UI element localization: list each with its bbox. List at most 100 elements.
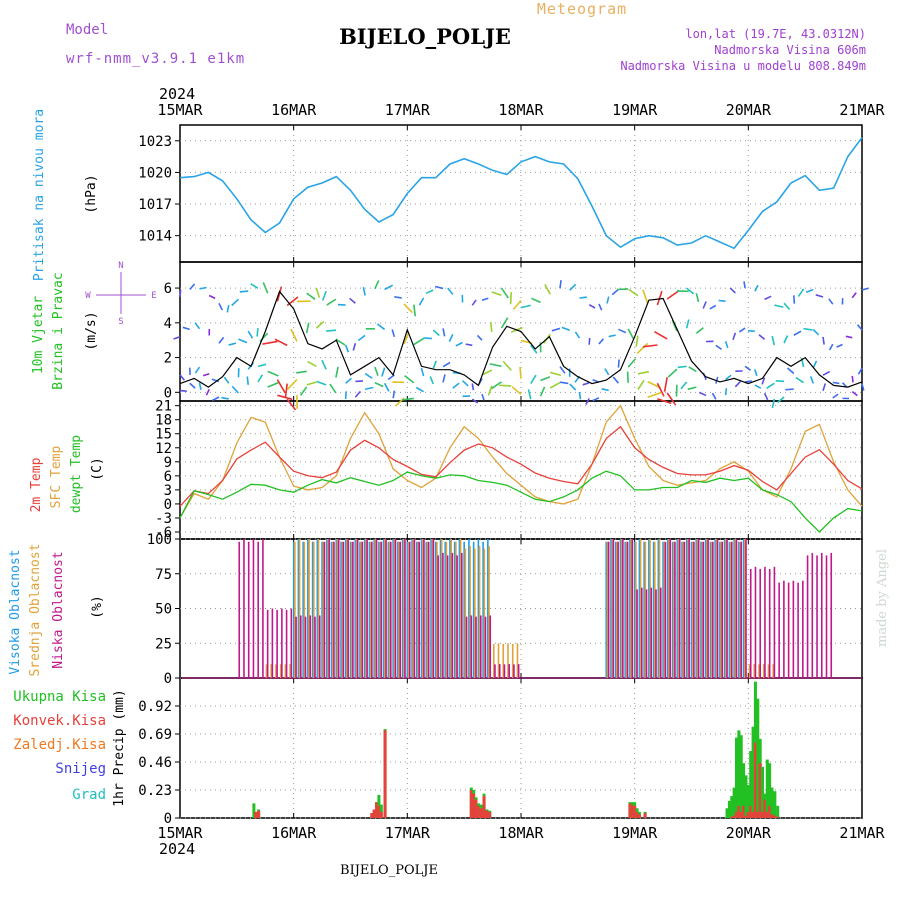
wind-vector [724, 340, 729, 349]
wind-vector [415, 386, 424, 393]
y-tick-label: 2 [164, 351, 172, 367]
wind-vector [738, 327, 746, 333]
top-date-label: 21MAR [839, 101, 885, 119]
wind-vector [688, 366, 697, 373]
wind-vector [354, 390, 361, 398]
wind-label-2: Brzina i Pravac [51, 272, 66, 389]
wind-vector [695, 327, 704, 334]
precip-convective-bar [765, 811, 769, 818]
wind-speed-line [179, 290, 863, 388]
precip-total-bar [756, 698, 760, 818]
wind-vector [687, 386, 697, 391]
wind-vector [578, 391, 582, 400]
top-date-label: 17MAR [385, 101, 431, 119]
wind-vector [559, 366, 566, 374]
precip-convective-bar [758, 763, 762, 818]
wind-vector [198, 382, 202, 390]
precip-convective-bar [633, 805, 637, 818]
top-date-label: 18MAR [498, 101, 544, 119]
wind-vector [299, 386, 308, 396]
pressure-unit: (hPa) [84, 174, 99, 213]
wind-vector [447, 287, 454, 295]
precip-convective-bar [739, 811, 743, 818]
wind-vector [276, 379, 286, 394]
wind-vector [561, 326, 570, 331]
precip-convective-bar [749, 805, 753, 818]
wind-vector [205, 389, 210, 396]
wind-vector [429, 376, 435, 385]
wind-vector [698, 391, 707, 397]
wind-vector [487, 385, 493, 396]
cloud-label-3: Niska Oblacnost [51, 551, 66, 668]
wind-vector [832, 381, 840, 385]
precip-convective-bar [485, 810, 489, 818]
wind-vector [795, 376, 804, 384]
wind-vector [851, 375, 854, 383]
top-date-label: 15MAR [157, 101, 203, 119]
wind-vector [774, 304, 784, 308]
wind-vector [734, 380, 741, 388]
wind-vector [290, 328, 298, 342]
y-tick-label: 12 [155, 441, 172, 457]
wind-vector [471, 398, 479, 404]
wind-vector [231, 298, 240, 307]
wind-vector [471, 383, 475, 391]
wind-vector [579, 296, 587, 299]
wind-vector [637, 379, 645, 390]
wind-vector [783, 302, 791, 311]
wind-vector [764, 295, 772, 301]
precip-total-bar [770, 787, 774, 818]
wind-vector [642, 344, 658, 348]
wind-vector [718, 299, 726, 303]
precip-total-bar [751, 726, 755, 818]
y-tick-label: 0.46 [138, 755, 172, 771]
wind-vector [783, 335, 789, 344]
wind-vector [520, 304, 531, 309]
precip-convective-bar [737, 805, 741, 818]
wind-vector [637, 370, 649, 375]
wind-vector [194, 366, 201, 374]
wind-vector [617, 359, 620, 368]
precip-convective-bar [375, 802, 379, 818]
bottom-date-label: 17MAR [385, 824, 431, 842]
wind-vector [481, 297, 489, 302]
wind-vector [729, 287, 736, 294]
wind-vector [771, 335, 776, 346]
wind-vector [550, 371, 562, 377]
compass-east: E [151, 291, 156, 301]
wind-vector [403, 332, 410, 345]
precip-convective-bar [744, 815, 748, 818]
compass-south: S [118, 317, 123, 327]
wind-vector [307, 360, 317, 368]
wind-vector [344, 344, 350, 353]
y-tick-label: 75 [155, 567, 172, 583]
wind-vector [725, 374, 732, 381]
wind-vector [618, 328, 627, 334]
y-tick-label: 0.23 [138, 783, 172, 799]
y-tick-label: 1017 [138, 197, 172, 213]
model-elevation-info: Nadmorska Visina u modelu 808.849m [620, 59, 866, 73]
wind-vector [574, 331, 581, 339]
wind-vector [608, 334, 616, 338]
wind-vector [226, 304, 230, 313]
wind-vector [667, 368, 678, 378]
y-tick-label: 0 [164, 671, 172, 687]
precip-convective-bar [643, 813, 647, 818]
wind-vector [306, 381, 317, 386]
precip-total-bar [730, 796, 734, 818]
wind-vector [239, 290, 249, 293]
y-tick-label: 0 [164, 497, 172, 513]
pressure-label: Pritisak na nivou mora [32, 109, 47, 281]
wind-vector [211, 396, 220, 402]
wind-vector [381, 367, 386, 377]
model-label: Model [66, 22, 108, 38]
precip-convective-bar [637, 814, 641, 818]
temp-label-3: dewpt Temp [69, 435, 84, 513]
wind-vector [502, 360, 512, 371]
wind-vector [709, 304, 717, 310]
wind-vector [335, 366, 339, 378]
elevation-info: Nadmorska Visina 606m [714, 43, 866, 57]
wind-vector [666, 289, 680, 300]
wind-vector [491, 291, 502, 297]
wind-vector [267, 370, 279, 377]
